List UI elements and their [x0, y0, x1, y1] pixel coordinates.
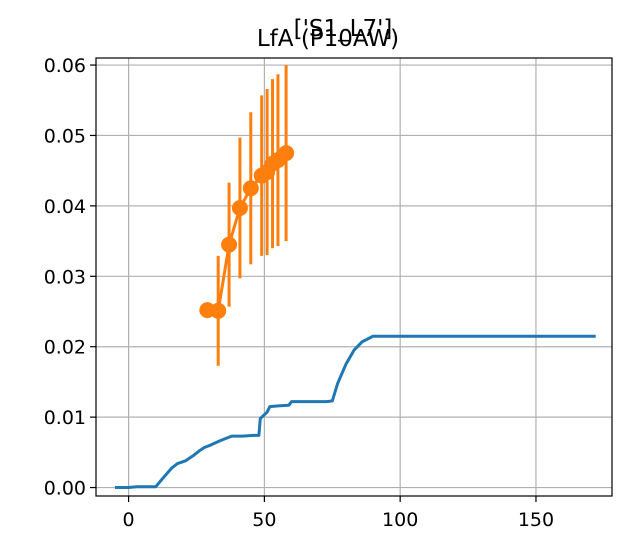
- data-point: [242, 180, 259, 197]
- data-point: [278, 145, 295, 162]
- x-tick-label: 50: [252, 509, 276, 531]
- y-tick-label: 0.00: [44, 478, 86, 500]
- plot-background: [96, 58, 612, 496]
- y-tick-label: 0.01: [44, 407, 86, 429]
- data-point: [231, 199, 248, 216]
- plot-frame: [95, 57, 613, 497]
- chart-overlay-title: ['S1_L7']: [294, 16, 393, 42]
- x-tick-label: 100: [382, 509, 418, 531]
- chart-title: LfA (P10AW): [257, 26, 399, 52]
- series-line: [115, 334, 596, 489]
- y-tick-label: 0.03: [44, 266, 86, 288]
- y-tick-label: 0.05: [44, 125, 86, 147]
- series-layer: [115, 65, 596, 489]
- y-tick-label: 0.04: [44, 196, 86, 218]
- data-point: [210, 302, 227, 319]
- ticks: 0 50 100 150 0.00 0.01 0.02 0.03 0.04 0.05 0.06: [44, 55, 554, 531]
- grid: [96, 58, 612, 496]
- y-tick-label: 0.02: [44, 337, 86, 359]
- data-point: [221, 236, 238, 253]
- x-tick-label: 0: [123, 509, 135, 531]
- y-tick-label: 0.06: [44, 55, 86, 77]
- x-tick-label: 150: [518, 509, 554, 531]
